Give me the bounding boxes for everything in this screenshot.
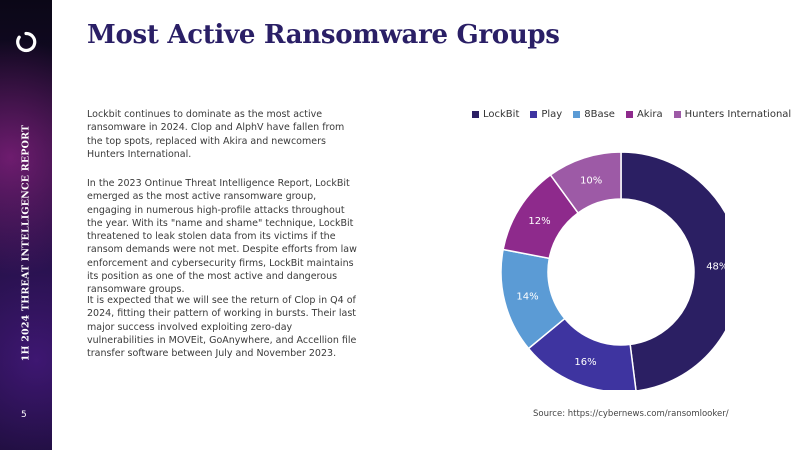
donut-value-label: 12% [528,216,550,227]
legend-item: LockBit [472,109,519,120]
legend-label: Akira [636,109,663,120]
page-title: Most Active Ransomware Groups [87,20,560,50]
legend-label: LockBit [483,109,520,120]
legend-swatch [673,111,681,118]
legend-item: 8Base [573,109,615,120]
legend-swatch [472,111,479,118]
legend-swatch [573,111,581,118]
donut-slice-lockbit [620,151,725,390]
legend-label: Hunters International [684,109,792,120]
donut-chart: 48% 16% 14% 12% 10% [500,151,725,390]
chart-legend: LockBit Play 8Base Akira Hunters Internation… [472,109,791,120]
legend-label: Play [541,109,563,120]
brand-logo-icon [16,31,37,53]
legend-label: 8Base [584,109,615,120]
legend-swatch [530,111,538,118]
source-citation: Source: https://cybernews.com/ransomlook… [533,409,729,419]
legend-item: Akira [625,109,663,120]
report-vertical-title: 1H 2024 THREAT INTELLIGENCE REPORT [20,124,32,362]
legend-item: Hunters International [673,109,792,120]
legend-item: Play [530,109,562,120]
donut-value-label: 16% [574,357,596,368]
page-number: 5 [21,410,27,420]
sidebar: 1H 2024 THREAT INTELLIGENCE REPORT 5 [0,0,52,450]
paragraph-clop: It is expected that we will see the retu… [87,295,357,360]
legend-swatch [625,111,633,118]
donut-value-label: 48% [706,261,725,272]
donut-slice-hunters-international [549,151,622,214]
donut-value-label: 14% [516,291,538,302]
paragraph-lockbit: In the 2023 Ontinue Threat Intelligence … [87,178,357,296]
paragraph-intro: Lockbit continues to dominate as the mos… [87,109,345,160]
donut-value-label: 10% [580,176,602,187]
